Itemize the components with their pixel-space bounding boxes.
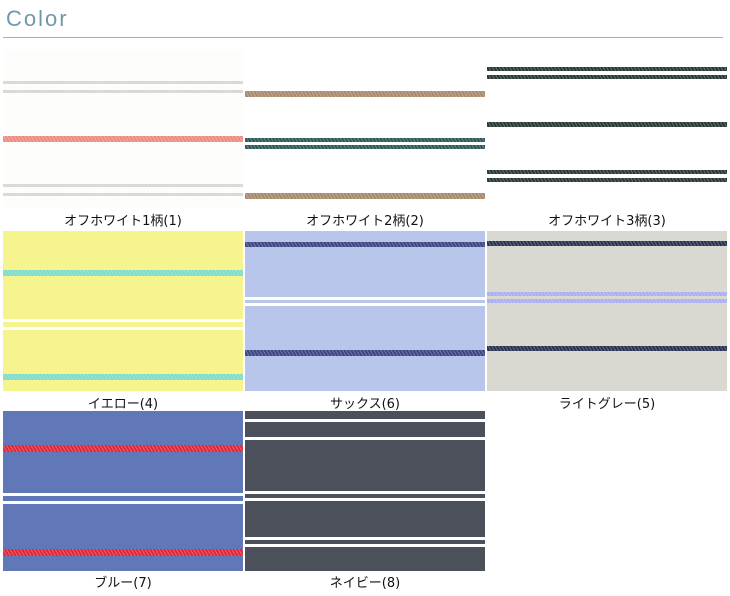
- stripe: [245, 297, 485, 300]
- stripe: [3, 193, 243, 196]
- stripe: [3, 136, 243, 142]
- stripe: [245, 193, 485, 199]
- fabric-swatch-image: [3, 50, 243, 207]
- stripe: [245, 437, 485, 440]
- stripe: [487, 299, 727, 303]
- stripe: [487, 122, 727, 127]
- stripe: [245, 303, 485, 306]
- color-label: ネイビー(8): [329, 576, 401, 591]
- stripe: [487, 346, 727, 351]
- stripe: [245, 145, 485, 149]
- stripe: [245, 242, 485, 247]
- fabric-swatch-image: [487, 231, 727, 391]
- stripe: [3, 445, 243, 452]
- color-label: ブルー(7): [94, 576, 152, 591]
- stripe: [487, 178, 727, 182]
- fabric-swatch-image: [245, 411, 485, 571]
- stripe: [245, 419, 485, 422]
- stripe: [3, 90, 243, 93]
- stripe: [245, 544, 485, 547]
- stripe: [3, 184, 243, 187]
- fabric-swatch-image: [3, 231, 243, 391]
- color-label: サックス(6): [329, 397, 401, 412]
- stripe: [245, 138, 485, 142]
- stripe: [3, 319, 243, 322]
- fabric-swatch-image: [245, 50, 485, 207]
- stripe: [245, 537, 485, 540]
- stripe: [3, 327, 243, 330]
- stripe: [487, 67, 727, 71]
- stripe: [487, 292, 727, 296]
- section-title: Color: [6, 6, 69, 31]
- stripe: [3, 493, 243, 496]
- stripe: [3, 270, 243, 276]
- stripe: [3, 374, 243, 380]
- stripe: [245, 91, 485, 97]
- color-label: オフホワイト3柄(3): [548, 214, 666, 229]
- stripe: [245, 491, 485, 494]
- fabric-swatch-image: [245, 231, 485, 391]
- stripe: [487, 75, 727, 79]
- color-label: オフホワイト2柄(2): [306, 214, 424, 229]
- stripe: [3, 81, 243, 84]
- stripe: [3, 501, 243, 504]
- color-label: オフホワイト1柄(1): [64, 214, 182, 229]
- stripe: [245, 350, 485, 356]
- color-label: ライトグレー(5): [558, 397, 656, 412]
- color-label: イエロー(4): [87, 397, 159, 412]
- stripe: [245, 498, 485, 501]
- title-divider: [3, 37, 723, 38]
- stripe: [487, 170, 727, 174]
- stripe: [3, 549, 243, 556]
- stripe: [487, 241, 727, 246]
- fabric-swatch-image: [487, 50, 727, 207]
- fabric-swatch-image: [3, 411, 243, 571]
